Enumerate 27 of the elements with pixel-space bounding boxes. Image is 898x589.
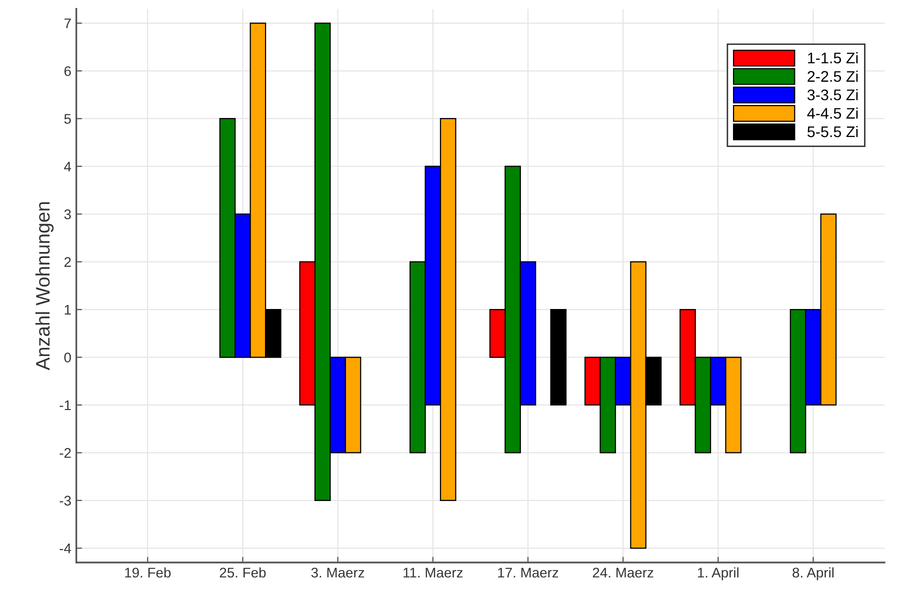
y-tick-label: 7 [64,18,71,28]
y-tick-label: 6 [64,66,71,76]
x-tick-label: 17. Maerz [498,568,558,578]
x-tick-label: 1. April [698,567,738,580]
y-tick-label: -1 [60,400,71,410]
x-tick-label: 24. Maerz [592,568,654,578]
y-tick-label: -2 [60,448,71,458]
x-tick-label: 19. Feb [125,567,171,578]
x-tick-label: 25. Feb [220,567,266,578]
legend-label: 3-3.5 Zi [807,89,858,100]
legend-label: 5-5.5 Zi [807,126,858,138]
y-axis-title: Anzahl Wohnungen [35,202,54,370]
bar [550,308,567,406]
legend-label: 1-1.5 Zi [808,52,858,64]
y-tick-label: -3 [60,496,71,506]
y-tick-label: 3 [64,209,71,220]
y-tick-label: 0 [64,352,71,362]
x-tick-label: 8. April [792,567,834,580]
y-tick-label: 1 [64,305,71,315]
x-tick-label: 3. Maerz [311,568,364,578]
legend-label: 4-4.5 Zi [807,108,858,119]
y-tick-label: -4 [60,544,72,554]
y-tick-label: 5 [64,114,71,124]
y-tick-label: 4 [64,162,72,172]
legend-label: 2-2.5 Zi [808,70,858,82]
x-tick-label: 11. Maerz [404,568,463,578]
y-tick-label: 2 [64,257,71,267]
